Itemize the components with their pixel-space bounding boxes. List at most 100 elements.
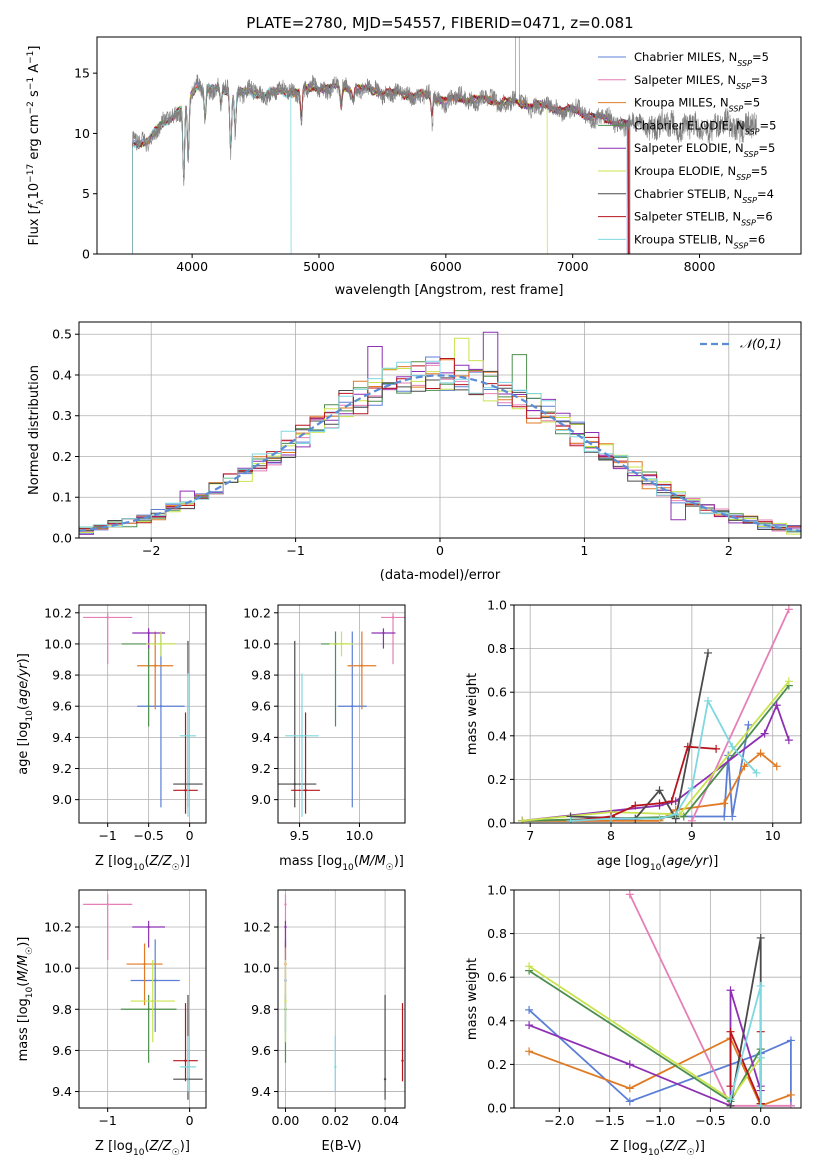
axis-label-part: M/M xyxy=(359,854,386,869)
data-point xyxy=(147,925,150,929)
y-tick-label: 9.2 xyxy=(52,761,72,776)
y-tick-label: 0.2 xyxy=(487,772,507,787)
y-axis-label: age [log10(age/yr)] xyxy=(16,653,35,775)
axis-label-part: ( xyxy=(661,854,666,869)
y-tick-label: 0.1 xyxy=(52,490,72,505)
age-vs-z-panel: −1 −0.5 09.09.29.49.69.810.010.2Z [log10(Z… xyxy=(16,604,207,873)
y-tick-label: 1.0 xyxy=(487,598,507,613)
y-tick-label: 9.8 xyxy=(251,1002,271,1017)
y-tick-label: 0.4 xyxy=(52,367,72,382)
legend-entry: Kroupa STELIB, NSSP=6 xyxy=(634,232,765,250)
x-tick-label: 0 xyxy=(436,543,444,558)
legend-entry-name: Chabrier ELODIE, N xyxy=(634,118,745,132)
axes-frame xyxy=(78,889,207,1109)
series-marker xyxy=(525,1047,534,1056)
legend-entry-subscript: SSP xyxy=(729,104,744,113)
y-tick-label: 0.3 xyxy=(52,408,72,423)
axis-label-part: mass [log xyxy=(279,854,342,869)
series-marker xyxy=(784,605,793,614)
series-marker xyxy=(756,1101,765,1108)
legend-entry-nssp: =5 xyxy=(760,118,777,132)
axis-label-part: ☉ xyxy=(386,863,394,873)
legend-entry: Kroupa MILES, NSSP=5 xyxy=(634,96,760,114)
series-line xyxy=(522,702,790,822)
legend-entry-nssp: =5 xyxy=(752,50,769,64)
model-spectrum xyxy=(132,83,292,254)
series-marker xyxy=(631,801,640,810)
y-tick-label: 0.5 xyxy=(52,327,72,342)
y-tick-label: 0.2 xyxy=(52,449,72,464)
axis-label-part: Z/Z xyxy=(664,1139,688,1154)
axis-label-part: 10 xyxy=(342,863,354,873)
series-marker xyxy=(683,742,692,751)
axes-frame xyxy=(277,889,406,1109)
series-marker xyxy=(784,677,793,686)
series-marker xyxy=(525,1005,534,1014)
axis-label-part: )] xyxy=(16,653,31,663)
series-line xyxy=(729,985,762,1106)
axis-label-part: ( xyxy=(659,1139,664,1154)
data-point xyxy=(382,631,385,635)
series-marker xyxy=(760,729,769,738)
data-point xyxy=(304,789,307,792)
x-axis-label: Z [log10(Z/Z☉)] xyxy=(610,1139,705,1158)
legend-entry-subscript: SSP xyxy=(742,195,757,204)
axis-label-part: s xyxy=(27,90,42,101)
axis-label-part: ( xyxy=(144,854,149,869)
x-axis-label: mass [log10(M/M☉)] xyxy=(279,854,404,873)
axes-frame xyxy=(277,604,406,824)
axis-label-part: −2 xyxy=(26,101,36,114)
axes-frame xyxy=(78,604,207,824)
x-tick-label: 7000 xyxy=(557,259,589,274)
plot-area xyxy=(83,612,203,817)
y-tick-label: 0.4 xyxy=(487,1013,507,1028)
data-point xyxy=(143,962,146,966)
plot-area xyxy=(525,890,795,1108)
axis-label-part: 10 xyxy=(25,986,35,998)
legend-entry-nssp: =6 xyxy=(748,232,765,246)
axis-label-part: 10 xyxy=(650,863,662,873)
plot-area xyxy=(284,894,404,1100)
axis-label-part: −1 xyxy=(26,77,36,90)
x-tick-label: −1.5 xyxy=(594,1113,624,1128)
series-marker xyxy=(726,1095,735,1104)
axis-label-part: ☉ xyxy=(172,1148,180,1158)
axis-label-part: Z [log xyxy=(95,854,133,869)
data-point xyxy=(284,903,287,906)
series-marker xyxy=(687,784,696,793)
legend-entry-subscript: SSP xyxy=(741,218,756,227)
legend-entry-name: Salpeter MILES, N xyxy=(634,73,736,87)
data-point xyxy=(334,1065,337,1069)
y-tick-label: 0 xyxy=(82,247,90,262)
data-point xyxy=(159,642,163,646)
x-tick-label: 0 xyxy=(186,828,194,843)
x-tick-label: −1 xyxy=(98,1113,116,1128)
x-tick-label: 8000 xyxy=(684,259,716,274)
legend-entry-subscript: SSP xyxy=(745,127,760,136)
legend-entry: Salpeter MILES, NSSP=3 xyxy=(634,73,768,91)
normal-reference-curve xyxy=(79,374,801,532)
y-tick-label: 10.0 xyxy=(44,636,72,651)
mass-vs-z-panel: −1 09.49.69.810.010.2Z [log10(Z/Z☉)]mass … xyxy=(16,889,207,1158)
legend-entry-subscript: SSP xyxy=(736,81,751,90)
axis-label-part: Flux [ xyxy=(27,209,42,245)
y-tick-label: 10 xyxy=(74,126,90,141)
x-tick-label: −2 xyxy=(142,543,160,558)
y-tick-label: 9.4 xyxy=(251,1084,271,1099)
series-marker xyxy=(667,797,676,806)
y-tick-label: 9.4 xyxy=(52,730,72,745)
x-tick-label: 2 xyxy=(725,543,733,558)
y-tick-label: 0.0 xyxy=(487,1101,507,1116)
y-tick-label: 9.0 xyxy=(52,792,72,807)
axis-label-part: )] xyxy=(16,937,31,947)
legend-entry-nssp: =5 xyxy=(751,164,768,178)
series-marker xyxy=(671,810,680,819)
x-axis-label: E(B-V) xyxy=(321,1139,361,1154)
x-tick-label: 1 xyxy=(580,543,588,558)
y-tick-label: 9.8 xyxy=(52,668,72,683)
series-line xyxy=(528,965,762,1101)
data-point xyxy=(186,734,190,737)
series-marker xyxy=(655,814,664,823)
axis-label-part: ] xyxy=(27,46,42,51)
series-marker xyxy=(566,816,575,823)
